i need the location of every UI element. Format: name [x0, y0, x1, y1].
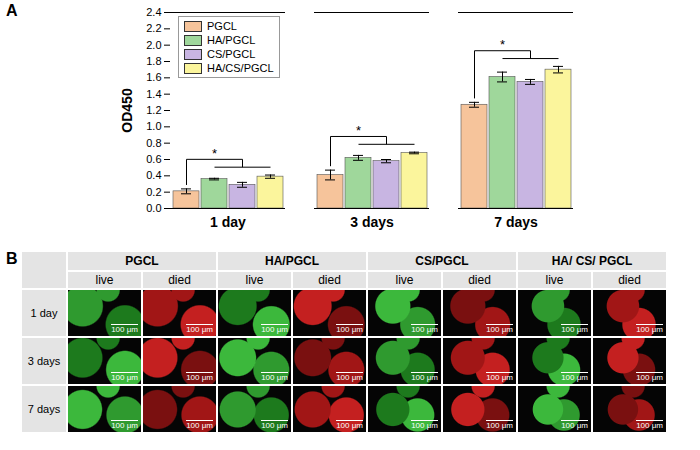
svg-text:1.0: 1.0: [146, 120, 161, 132]
html-text:100 μm: 100 μm: [636, 421, 663, 430]
html-text:live: live: [95, 273, 114, 287]
html-text:100 μm: 100 μm: [111, 325, 138, 334]
html-text:CS/PGCL: CS/PGCL: [207, 48, 256, 60]
svg-text:2.4: 2.4: [146, 6, 161, 18]
html-text:A: A: [6, 2, 18, 19]
html-text:CS/PGCL: CS/PGCL: [415, 254, 469, 268]
html-text:HA/CS/PGCL: HA/CS/PGCL: [207, 62, 274, 74]
html-text:live: live: [545, 273, 564, 287]
html-text:died: died: [318, 273, 341, 287]
html-text:100 μm: 100 μm: [336, 373, 363, 382]
html-text:PGCL: PGCL: [125, 254, 159, 268]
svg-text:0.4: 0.4: [146, 169, 161, 181]
html-text:100 μm: 100 μm: [636, 373, 663, 382]
html-text:HA/ CS/ PGCL: HA/ CS/ PGCL: [551, 254, 633, 268]
svg-text:1.2: 1.2: [146, 104, 161, 116]
svg-text:OD450: OD450: [119, 88, 135, 133]
svg-text:0.8: 0.8: [146, 137, 161, 149]
svg-text:*: *: [212, 145, 217, 160]
svg-text:1.8: 1.8: [146, 55, 161, 67]
html-text:100 μm: 100 μm: [261, 325, 288, 334]
html-text:B: B: [6, 250, 18, 267]
html-text:100 μm: 100 μm: [111, 373, 138, 382]
html-text:100 μm: 100 μm: [186, 325, 213, 334]
html-text:1 day: 1 day: [30, 307, 58, 319]
svg-text:1.4: 1.4: [146, 88, 161, 100]
html-text:100 μm: 100 μm: [411, 421, 438, 430]
html-text:100 μm: 100 μm: [561, 373, 588, 382]
html-text:100 μm: 100 μm: [336, 421, 363, 430]
html-text:100 μm: 100 μm: [561, 421, 588, 430]
svg-text:1.6: 1.6: [146, 71, 161, 83]
svg-text:0.6: 0.6: [146, 153, 161, 165]
svg-text:0.0: 0.0: [146, 202, 161, 214]
svg-text:0.2: 0.2: [146, 186, 161, 198]
svg-text:2.0: 2.0: [146, 39, 161, 51]
svg-text:*: *: [500, 37, 505, 52]
html-text:died: died: [618, 273, 641, 287]
html-text:100 μm: 100 μm: [636, 325, 663, 334]
html-text:100 μm: 100 μm: [186, 373, 213, 382]
html-text:100 μm: 100 μm: [111, 421, 138, 430]
svg-text:7 days: 7 days: [494, 214, 538, 230]
html-text:HA/PGCL: HA/PGCL: [207, 34, 256, 46]
html-text:3 days: 3 days: [27, 355, 61, 367]
html-text:100 μm: 100 μm: [486, 373, 513, 382]
html-text:live: live: [395, 273, 414, 287]
html-text:100 μm: 100 μm: [336, 325, 363, 334]
html-text:live: live: [245, 273, 264, 287]
html-text:100 μm: 100 μm: [411, 373, 438, 382]
html-text:100 μm: 100 μm: [411, 325, 438, 334]
html-text:100 μm: 100 μm: [561, 325, 588, 334]
html-text:died: died: [168, 273, 191, 287]
html-text:100 μm: 100 μm: [186, 421, 213, 430]
html-text:100 μm: 100 μm: [261, 421, 288, 430]
svg-text:3 days: 3 days: [350, 214, 394, 230]
svg-text:*: *: [356, 123, 361, 138]
html-text:HA/PGCL: HA/PGCL: [265, 254, 319, 268]
html-text:PGCL: PGCL: [207, 20, 237, 32]
html-text:100 μm: 100 μm: [486, 421, 513, 430]
html-text:100 μm: 100 μm: [486, 325, 513, 334]
html-text:died: died: [468, 273, 491, 287]
html-text:7 days: 7 days: [27, 403, 61, 415]
svg-text:2.2: 2.2: [146, 22, 161, 34]
svg-text:1 day: 1 day: [210, 214, 246, 230]
html-text:100 μm: 100 μm: [261, 373, 288, 382]
